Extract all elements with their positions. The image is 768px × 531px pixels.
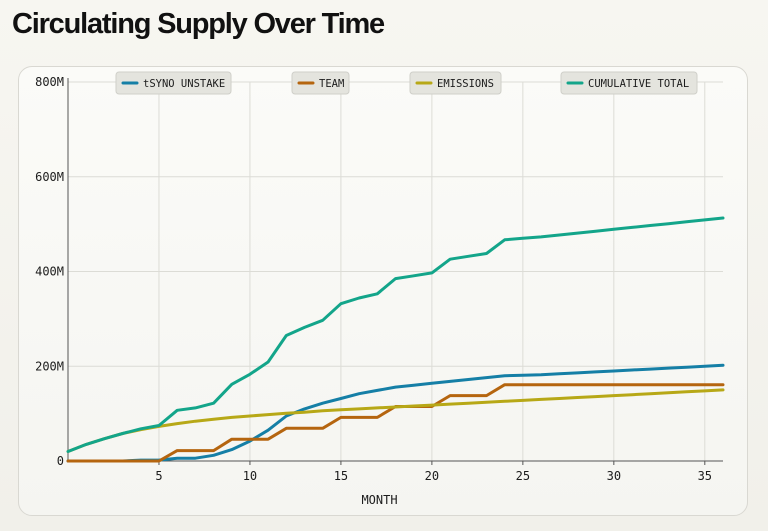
x-tick-label: 20 xyxy=(425,469,439,483)
x-tick-label: 15 xyxy=(334,469,348,483)
series-line-3 xyxy=(66,216,725,453)
legend-item-1[interactable]: TEAM xyxy=(291,71,350,95)
x-axis-label: MONTH xyxy=(361,493,397,507)
x-tick-label: 30 xyxy=(607,469,621,483)
y-tick-label: 400M xyxy=(35,265,64,279)
y-tick-label: 600M xyxy=(35,170,64,184)
legend-label: TEAM xyxy=(319,78,344,90)
x-tick-label: 25 xyxy=(516,469,530,483)
legend-item-0[interactable]: tSYNO UNSTAKE xyxy=(115,71,232,95)
page-title: Circulating Supply Over Time xyxy=(12,8,385,40)
legend-box xyxy=(560,71,698,95)
legend-box xyxy=(409,71,502,95)
legend-label: CUMULATIVE TOTAL xyxy=(588,78,689,90)
x-tick-label: 10 xyxy=(243,469,257,483)
legend-label: tSYNO UNSTAKE xyxy=(143,78,225,90)
legend-layer: tSYNO UNSTAKE TEAM EMISSIONS CUMULATIVE TOT… xyxy=(115,71,698,95)
y-tick-label: 800M xyxy=(35,75,64,89)
x-tick-label: 5 xyxy=(155,469,162,483)
legend-item-2[interactable]: EMISSIONS xyxy=(409,71,502,95)
grid-layer xyxy=(68,81,723,461)
legend-label: EMISSIONS xyxy=(437,78,494,90)
axis-layer: 5 10 15 20 25 30 35 0 200M 400M 600M 800M xyxy=(35,75,723,483)
y-tick-label: 0 xyxy=(57,454,64,468)
y-tick-label: 200M xyxy=(35,359,64,373)
legend-box xyxy=(115,71,232,95)
legend-item-3[interactable]: CUMULATIVE TOTAL xyxy=(560,71,698,95)
series-line-0 xyxy=(66,363,725,463)
series-line-2 xyxy=(66,388,725,453)
chart-card xyxy=(18,66,748,516)
x-tick-label: 35 xyxy=(698,469,712,483)
series-layer xyxy=(66,216,725,463)
legend-box xyxy=(291,71,350,95)
